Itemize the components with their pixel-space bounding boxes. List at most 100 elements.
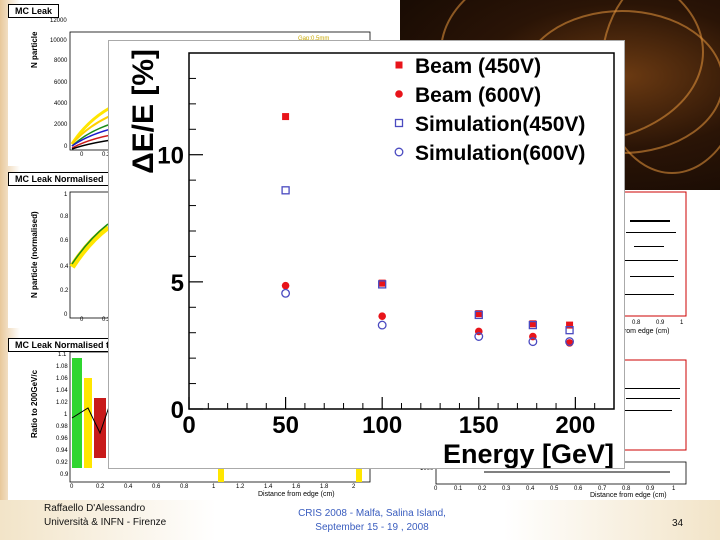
panel-ytick: 0.4: [60, 264, 69, 270]
panel-xtick: 0: [80, 152, 84, 158]
legend-marker: [394, 147, 404, 157]
legend-marker: [394, 118, 404, 128]
x-axis-label: Energy [GeV]: [443, 439, 614, 468]
panel-ytick: 8000: [54, 58, 68, 64]
data-point: [281, 288, 291, 298]
panel-title: MC Leak: [8, 4, 60, 18]
panel-ytick: 1.08: [56, 364, 68, 370]
panel-xtick: 0.2: [102, 317, 111, 323]
panel-xtick: 0.3: [502, 486, 511, 492]
data-point: [378, 279, 386, 287]
panel-ytick: 12000: [50, 18, 67, 24]
data-point: [378, 312, 386, 320]
panel-xtick: 1.8: [320, 484, 329, 490]
panel-ytick: 4000: [54, 101, 68, 107]
conference-place: CRIS 2008 - Malfa, Salina Island,: [298, 508, 446, 519]
panel-xtick: 1: [672, 486, 676, 492]
panel-ytick: 0: [64, 312, 68, 318]
x-tick-label: 150: [459, 412, 499, 439]
panel-xtick: 0.7: [598, 486, 607, 492]
panel-xtick: 0.2: [478, 486, 487, 492]
panel-xtick: 1.6: [292, 484, 301, 490]
panel-ytick: 0.9: [60, 472, 69, 478]
legend-label: Simulation(450V): [415, 113, 585, 136]
y-tick-label: 0: [171, 397, 184, 424]
author-affiliation: Università & INFN - Firenze: [44, 517, 167, 528]
panel-ytick: 1.04: [56, 388, 68, 394]
panel-xtick: 0.8: [622, 486, 631, 492]
footer-author: Raffaello D'Alessandro Università & INFN…: [44, 502, 166, 530]
main-chart: 0 50 100 150 200 0 5 10 Energy [GeV] ΔE/E [%] Beam…: [108, 40, 625, 469]
y-tick-label: 5: [171, 270, 184, 297]
panel-xlabel: Distance from edge (cm): [590, 492, 667, 499]
panel-xtick: 0.1: [454, 486, 463, 492]
data-point: [281, 186, 290, 195]
plot-frame: [188, 52, 615, 410]
panel-ytick: 0: [64, 144, 68, 150]
panel-xtick: 2: [352, 484, 356, 490]
panel-ytick: 1.06: [56, 376, 68, 382]
panel-ytick: 0.6: [60, 238, 69, 244]
panel-xlabel: from edge (cm): [622, 328, 670, 335]
panel-xtick: 0.8: [180, 484, 189, 490]
panel-xtick: 0: [70, 484, 74, 490]
panel-ytick: 0.8: [60, 214, 69, 220]
panel-ytick: 1.02: [56, 400, 68, 406]
x-tick-label: 50: [272, 412, 299, 439]
panel-ytick: 6000: [54, 80, 68, 86]
panel-ytick: 1000: [420, 466, 434, 472]
data-point: [377, 320, 387, 330]
panel-ytick: 10000: [50, 38, 67, 44]
x-tick-label: 200: [555, 412, 595, 439]
data-point: [565, 326, 574, 335]
data-point: [474, 310, 483, 320]
panel-ytick: 0.96: [56, 436, 68, 442]
legend-label: Beam (600V): [415, 84, 541, 107]
panel-xtick: 0: [434, 486, 438, 492]
data-point: [528, 337, 538, 347]
data-point: [528, 320, 538, 330]
data-point: [566, 321, 574, 329]
panel-xtick: 0.2: [96, 484, 105, 490]
author-name: Raffaello D'Alessandro: [44, 503, 146, 514]
legend-label: Simulation(600V): [415, 142, 585, 165]
x-tick-label: 100: [362, 412, 402, 439]
panel-xtick: 0.9: [646, 486, 655, 492]
panel-ytick: 0.2: [60, 288, 69, 294]
panel-xtick: 0.2: [102, 152, 111, 158]
legend-marker: [395, 90, 403, 98]
panel-xtick: 1: [680, 320, 684, 326]
page-number: 34: [672, 518, 684, 529]
data-point: [282, 113, 290, 121]
y-tick-label: 10: [157, 143, 184, 170]
footer-bar: [0, 500, 720, 540]
panel-ytick: 2000: [54, 122, 68, 128]
x-tick-label: 0: [182, 412, 195, 439]
data-point: [378, 280, 387, 289]
legend-marker: [395, 61, 403, 69]
panel-ytick: 1: [64, 412, 68, 418]
data-point: [281, 281, 290, 290]
panel-xtick: 0: [80, 317, 84, 323]
panel-xtick: 0.6: [152, 484, 161, 490]
panel-ytick: 1: [64, 192, 68, 198]
panel-xtick: 0.4: [526, 486, 535, 492]
panel-ytick: 0.92: [56, 460, 68, 466]
legend-label: Beam (450V): [415, 55, 541, 78]
footer-conference: CRIS 2008 - Malfa, Salina Island, Septem…: [262, 507, 482, 535]
panel-xtick: 0.5: [550, 486, 559, 492]
data-point: [565, 337, 575, 347]
panel-ytick: 1.1: [58, 352, 67, 358]
panel-xtick: 1: [212, 484, 216, 490]
data-point: [475, 310, 483, 318]
panel-xtick: 0.9: [656, 320, 665, 326]
panel-xtick: 0.6: [574, 486, 583, 492]
panel-xtick: 1.2: [236, 484, 245, 490]
y-axis-label: ΔE/E [%]: [127, 49, 160, 174]
panel-ytick: 0.94: [56, 448, 68, 454]
panel-xlabel: Distance from edge (cm): [258, 491, 335, 498]
panel-ytick: 0.98: [56, 424, 68, 430]
conference-dates: September 15 - 19 , 2008: [315, 522, 429, 533]
panel-xtick: 1.4: [264, 484, 273, 490]
panel-xtick: 0.4: [124, 484, 133, 490]
